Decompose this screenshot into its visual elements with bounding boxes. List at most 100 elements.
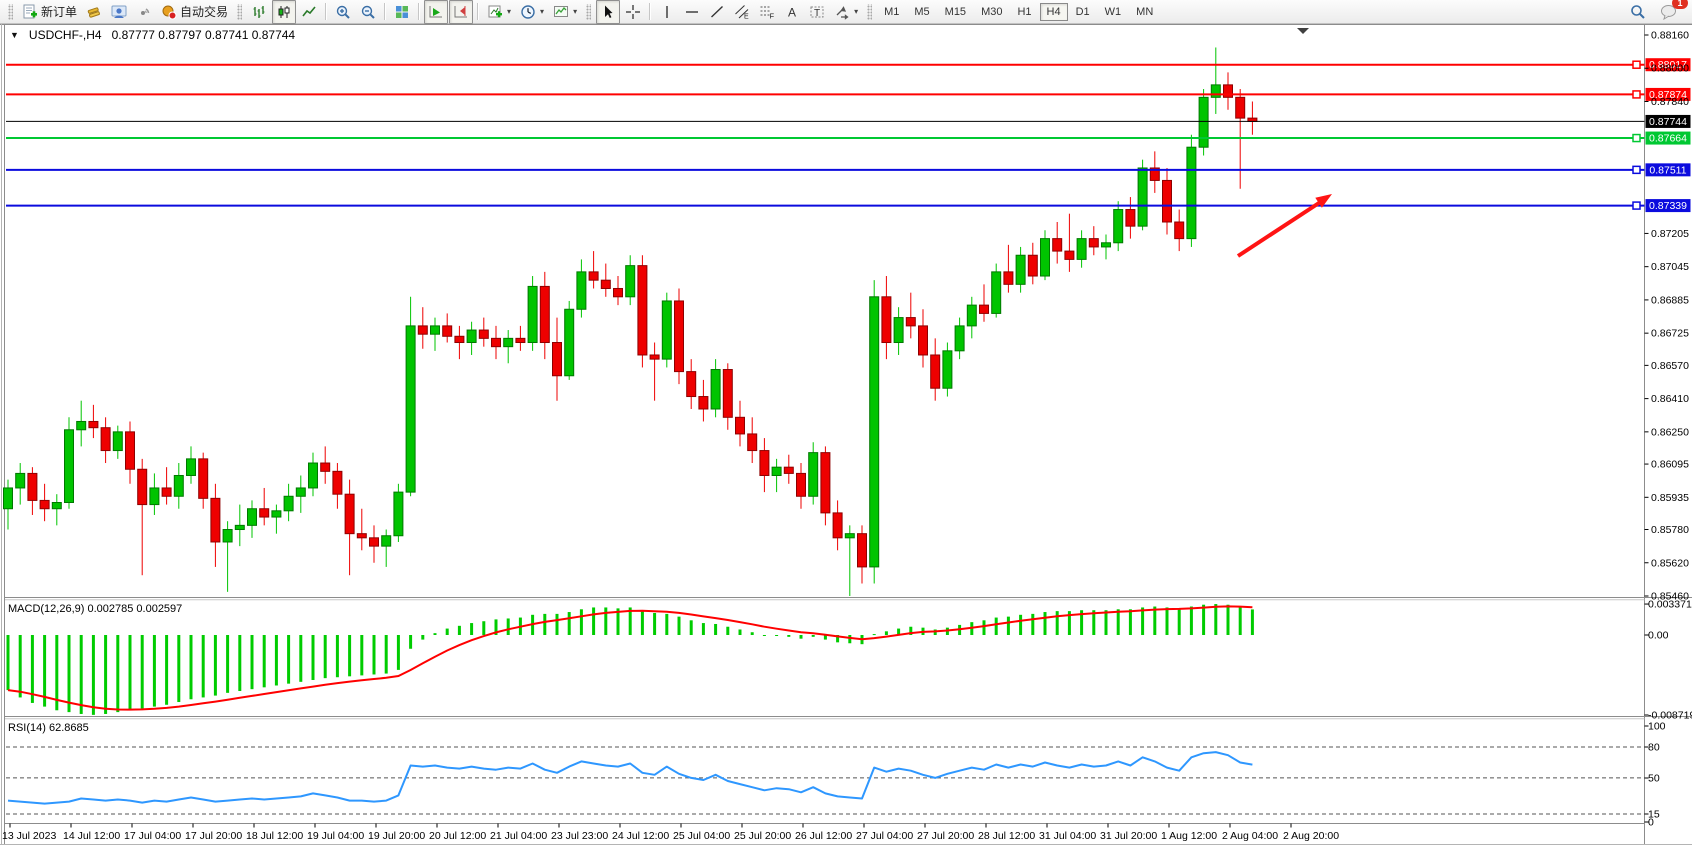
cursor-button[interactable] (596, 0, 621, 24)
text-button[interactable]: A (780, 0, 804, 24)
candle-up (295, 487, 306, 497)
hline-price-label-box[interactable] (1645, 58, 1691, 72)
notifications-button[interactable]: 1 (1656, 0, 1688, 24)
macd-histogram-bar (1092, 610, 1096, 635)
rsi-line (7, 751, 1253, 805)
candle-up (564, 308, 575, 377)
macd-histogram-bar (555, 613, 559, 635)
toolbar-grip[interactable] (237, 3, 243, 20)
hline-anchor-marker[interactable] (1632, 133, 1641, 143)
candle-down (137, 468, 148, 506)
hline-anchor-marker[interactable] (1632, 60, 1641, 69)
tile-windows-button[interactable] (390, 0, 414, 24)
candlestick-chart-button[interactable] (272, 0, 297, 24)
text-label-button[interactable]: T (805, 0, 829, 24)
price-tick-label: 0.85780 (1651, 524, 1689, 536)
tf-button-m15[interactable]: M15 (944, 5, 967, 18)
chart-window: 0.88017 0.87874 0.87664 0.87511 0.87339 0.877… (0, 24, 1692, 852)
autotrading-label: 自动交易 (180, 5, 229, 19)
cursor-icon (605, 5, 613, 18)
trend-arrow-annotation[interactable] (1236, 199, 1324, 258)
tf-button-h4[interactable]: H4 (1039, 2, 1068, 21)
macd-histogram-bar (1043, 612, 1047, 635)
tf-button-h1[interactable]: H1 (1017, 5, 1032, 18)
bar-chart-button[interactable] (247, 0, 271, 24)
auto-scroll-button[interactable] (424, 0, 449, 24)
chart-collapse-arrow[interactable]: ▼ (10, 30, 19, 40)
signals-button[interactable] (132, 0, 156, 24)
tf-button-m5[interactable]: M5 (914, 5, 930, 18)
macd-histogram-bar (311, 635, 315, 680)
hline-price-label-box[interactable] (1645, 163, 1691, 177)
fibonacci-button[interactable]: F (755, 0, 779, 24)
candle-up (222, 529, 233, 543)
candle-up (991, 271, 1002, 314)
hline-anchor-marker[interactable] (1632, 90, 1641, 99)
equidistant-channel-button[interactable]: E (730, 0, 754, 24)
horizontal-line-button[interactable] (680, 0, 704, 24)
candle-down (686, 371, 697, 398)
profile-button[interactable] (107, 0, 131, 24)
time-label: 20 Jul 12:00 (429, 830, 486, 842)
toolbar-grip[interactable] (867, 3, 873, 20)
price-tick-label: 0.88160 (1651, 30, 1689, 42)
candle-up (466, 329, 477, 344)
candle-up (15, 472, 26, 489)
candle-up (271, 510, 282, 518)
current-price-label-box[interactable] (1645, 114, 1691, 128)
candle-down (783, 466, 794, 474)
macd-histogram-bar (823, 635, 827, 640)
zoom-out-button[interactable] (356, 0, 380, 24)
candle-down (613, 287, 623, 298)
candle-up (966, 304, 977, 327)
tile-windows-icon (396, 5, 409, 18)
hline-anchor-marker[interactable] (1632, 165, 1641, 175)
crosshair-button[interactable] (621, 0, 645, 24)
candle-down (515, 337, 526, 344)
time-label: 2 Aug 20:00 (1283, 830, 1339, 842)
macd-histogram-bar (396, 635, 400, 670)
gold-button[interactable] (82, 0, 106, 24)
main-toolbar: 新订单 自动交易 ▾ ▾ (0, 0, 1692, 24)
macd-histogram-bar (213, 635, 217, 696)
hline-price-label-box[interactable] (1645, 199, 1691, 213)
hline-anchor-marker[interactable] (1632, 201, 1641, 210)
tf-button-m30[interactable]: M30 (981, 5, 1003, 18)
search-button[interactable] (1625, 0, 1650, 24)
trendline-button[interactable] (705, 0, 729, 24)
periods-dropdown[interactable]: ▾ (516, 0, 548, 24)
line-chart-button[interactable] (297, 0, 321, 24)
new-order-button[interactable]: 新订单 (18, 0, 81, 24)
shapes-dropdown[interactable]: ▾ (830, 0, 862, 24)
dropdown-arrow-icon: ▾ (540, 7, 545, 16)
chart-shift-button[interactable] (449, 0, 474, 24)
candle-down (539, 285, 550, 344)
time-label: 31 Jul 04:00 (1039, 830, 1096, 842)
trend-arrow-head[interactable] (1315, 194, 1332, 208)
templates-dropdown[interactable]: ▾ (549, 0, 581, 24)
time-label: 14 Jul 12:00 (63, 830, 120, 842)
autotrading-button[interactable]: 自动交易 (157, 0, 232, 24)
candle-down (979, 304, 989, 314)
toolbar-grip[interactable] (8, 3, 13, 20)
macd-histogram-bar (1128, 609, 1132, 635)
macd-histogram-bar (750, 632, 754, 635)
tf-button-d1[interactable]: D1 (1075, 5, 1090, 18)
candle-down (674, 300, 684, 373)
hline-price-label-box[interactable] (1645, 87, 1691, 101)
hline-price-label-box[interactable] (1645, 131, 1691, 145)
macd-histogram-bar (909, 626, 913, 635)
price-tick-label: 0.86410 (1651, 393, 1689, 405)
chart-canvas[interactable]: 0.88017 0.87874 0.87664 0.87511 0.87339 0.877… (0, 24, 1692, 852)
macd-histogram-bar (79, 635, 83, 714)
zoom-in-button[interactable] (331, 0, 355, 24)
candle-up (808, 452, 819, 497)
new-chart-dropdown[interactable]: ▾ (483, 0, 515, 24)
toolbar-grip[interactable] (586, 3, 592, 20)
tf-button-w1[interactable]: W1 (1104, 5, 1122, 18)
tf-button-mn[interactable]: MN (1136, 5, 1154, 18)
macd-histogram-bar (250, 635, 254, 690)
vertical-line-button[interactable] (655, 0, 679, 24)
tf-button-m1[interactable]: M1 (884, 5, 900, 18)
chart-shift-marker[interactable] (1297, 28, 1309, 34)
